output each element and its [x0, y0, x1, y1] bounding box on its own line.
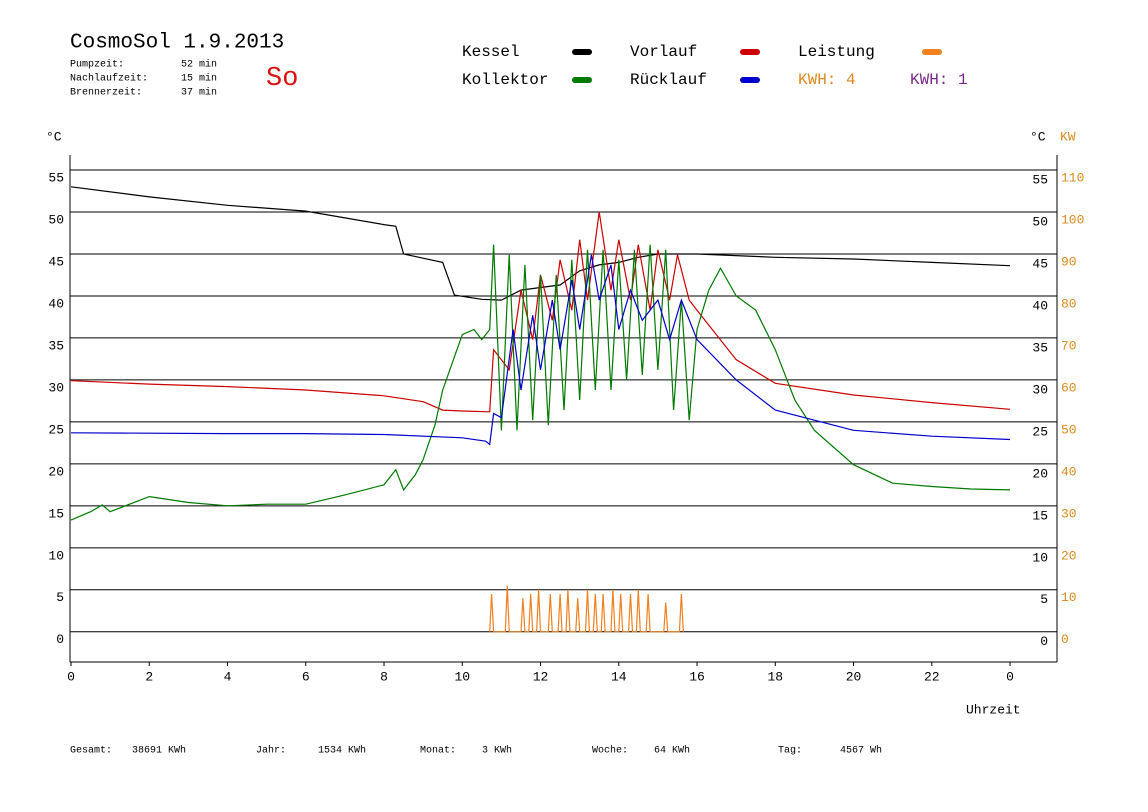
y-tick-label-right: 40: [1032, 298, 1048, 313]
x-tick-label: 22: [924, 669, 940, 684]
x-tick-label: 0: [1006, 669, 1014, 684]
stat-value: 52 min: [181, 59, 217, 71]
legend-label: Rücklauf: [630, 71, 707, 89]
legend-label: Kessel: [462, 43, 520, 61]
y-tick-label: 0: [56, 632, 64, 647]
y-tick-label-right: 35: [1032, 340, 1048, 355]
y-tick-label: 15: [48, 506, 64, 521]
y2-tick-label: 30: [1061, 506, 1077, 521]
y-tick-label-right: 30: [1032, 382, 1048, 397]
series-line: [70, 254, 1011, 446]
y-tick-label: 50: [48, 212, 64, 227]
total-value: 4567 Wh: [840, 745, 882, 757]
y2-tick-label: 20: [1061, 548, 1077, 563]
y2-tick-label: 0: [1061, 632, 1069, 647]
day-label: So: [266, 64, 298, 94]
x-tick-label: 20: [846, 669, 862, 684]
stat-value: 37 min: [181, 87, 217, 99]
y2-tick-label: 50: [1061, 422, 1077, 437]
total-value: 1534 KWh: [318, 745, 366, 757]
y2-tick-label: 70: [1061, 338, 1077, 353]
y2-axis-label: KW: [1060, 129, 1076, 144]
total-value: 64 KWh: [654, 745, 690, 757]
x-tick-label: 8: [380, 669, 388, 684]
y2-tick-label: 80: [1061, 296, 1077, 311]
y-tick-label-right: 25: [1032, 424, 1048, 439]
x-tick-label: 18: [767, 669, 783, 684]
x-tick-label: 10: [454, 669, 470, 684]
kwh-label: KWH: 4: [798, 71, 856, 89]
series-line: [70, 211, 1011, 413]
chart-title: CosmoSol 1.9.2013: [70, 32, 284, 55]
y2-tick-label: 40: [1061, 464, 1077, 479]
x-tick-label: 14: [611, 669, 627, 684]
y-tick-label: 5: [56, 590, 64, 605]
total-name: Woche:: [592, 745, 628, 757]
legend-label: Vorlauf: [630, 43, 697, 61]
x-tick-label: 16: [689, 669, 705, 684]
y-tick-label: 30: [48, 380, 64, 395]
stat-value: 15 min: [181, 73, 217, 85]
legend-label: Kollektor: [462, 71, 548, 89]
x-tick-label: 6: [302, 669, 310, 684]
series-line: [489, 585, 684, 633]
y2-tick-label: 110: [1061, 170, 1084, 185]
total-value: 3 KWh: [482, 745, 512, 757]
y-tick-label-right: 15: [1032, 508, 1048, 523]
x-tick-label: 12: [533, 669, 549, 684]
y2-tick-label: 60: [1061, 380, 1077, 395]
x-axis-label: Uhrzeit: [966, 702, 1021, 717]
y-tick-label-right: 0: [1040, 634, 1048, 649]
total-name: Tag:: [778, 746, 802, 757]
x-tick-label: 2: [145, 669, 153, 684]
legend-label: Leistung: [798, 43, 875, 61]
y-tick-label-right: 5: [1040, 592, 1048, 607]
y-axis-label: °C: [46, 129, 62, 144]
total-name: Gesamt:: [70, 746, 112, 757]
stat-name: Brennerzeit:: [70, 87, 142, 99]
y2-tick-label: 100: [1061, 212, 1084, 227]
kwh-label: KWH: 1: [910, 71, 968, 89]
y-tick-label-right: 20: [1032, 466, 1048, 481]
total-value: 38691 KWh: [132, 745, 186, 757]
stat-name: Pumpzeit:: [70, 59, 124, 71]
total-name: Monat:: [420, 746, 456, 757]
y-tick-label: 25: [48, 422, 64, 437]
y-tick-label-right: 50: [1032, 214, 1048, 229]
y-tick-label-right: 55: [1032, 172, 1048, 187]
y2-tick-label: 90: [1061, 254, 1077, 269]
y-tick-label-right: 45: [1032, 256, 1048, 271]
y-tick-label: 40: [48, 296, 64, 311]
y-axis-label-right: °C: [1030, 129, 1046, 144]
y-tick-label: 45: [48, 254, 64, 269]
y-tick-label: 10: [48, 548, 64, 563]
y-tick-label: 35: [48, 338, 64, 353]
y-tick-label-right: 10: [1032, 550, 1048, 565]
total-name: Jahr:: [256, 745, 286, 757]
series-line: [70, 244, 1011, 521]
stat-name: Nachlaufzeit:: [70, 73, 148, 85]
y-tick-label: 55: [48, 170, 64, 185]
y-tick-label: 20: [48, 464, 64, 479]
x-tick-label: 4: [224, 669, 232, 684]
x-tick-label: 0: [67, 669, 75, 684]
y2-tick-label: 10: [1061, 590, 1077, 605]
